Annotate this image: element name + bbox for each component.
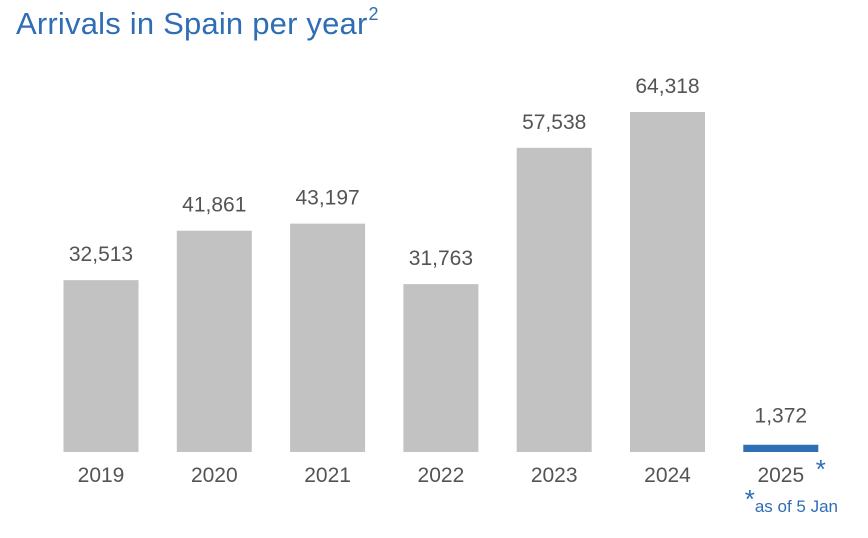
bar-2025 [743,444,819,452]
x-tick-label-2021: 2021 [304,464,351,487]
x-tick-asterisk-2025: * [816,454,826,484]
value-label-2024: 64,318 [635,75,699,98]
bar-2024 [630,112,705,452]
footnote-asterisk: * [744,484,755,514]
x-tick-label-2020: 2020 [191,464,238,487]
x-tick-label-2025: 2025 [757,464,804,487]
bar-2021 [290,223,366,452]
footnote-text: as of 5 Jan [754,497,838,516]
bar-2019 [63,280,139,452]
bar-2020 [176,230,252,452]
value-label-2023: 57,538 [522,111,586,134]
value-label-2019: 32,513 [69,243,133,266]
chart-title: Arrivals in Spain per year2 [16,4,379,42]
x-tick-label-2019: 2019 [78,464,125,487]
value-label-2025: 1,372 [755,405,808,428]
x-tick-label-2023: 2023 [531,464,578,487]
footnote: *as of 5 Jan [745,486,838,517]
value-label-2021: 43,197 [295,187,359,210]
value-label-2020: 41,861 [182,194,246,217]
bar-2022 [403,284,479,452]
value-label-2022: 31,763 [409,247,473,270]
footnote-reference-superscript: 2 [368,4,379,24]
bar-2023 [516,147,592,452]
chart-title-text: Arrivals in Spain per year [16,6,368,41]
x-tick-label-2022: 2022 [418,464,465,487]
x-tick-label-2024: 2024 [644,464,691,487]
